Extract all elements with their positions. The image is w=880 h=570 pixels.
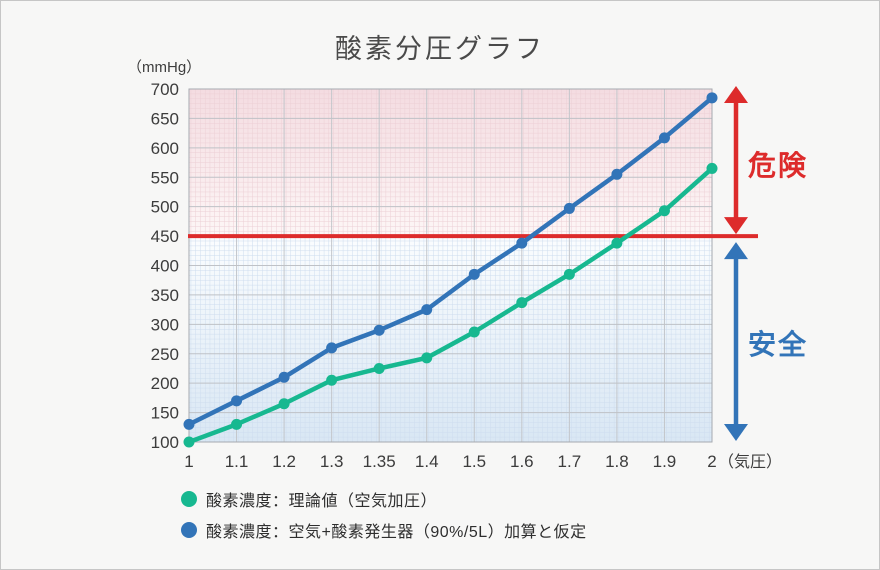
zone-minor-grid [189,89,712,237]
legend-item-label: 酸素濃度：理論値（空気加圧） [206,493,438,510]
data-point [373,362,385,374]
y-axis-unit-label: （mmHg） [127,59,202,76]
y-tick-label: 100 [151,433,179,452]
y-tick-label: 350 [151,286,179,305]
x-axis-unit-label: （気圧） [718,453,782,471]
y-tick-label: 300 [151,315,179,334]
data-point [516,297,528,309]
data-point [373,324,385,336]
data-point [563,202,575,214]
data-point [278,398,290,410]
safe-arrow-head-up [724,242,748,260]
y-tick-label: 600 [151,139,179,158]
data-point [468,326,480,338]
legend-item-theoretical: 酸素濃度：理論値（空気加圧） [181,487,587,511]
x-tick-label: 2 [707,452,716,471]
legend-dot-icon [181,522,197,538]
x-tick-label: 1 [184,452,193,471]
x-tick-label: 1.6 [510,452,534,471]
y-tick-label: 700 [151,80,179,99]
data-point [183,418,195,430]
data-point [421,304,433,316]
y-tick-label: 500 [151,198,179,217]
legend-item-oxygen-generator: 酸素濃度：空気+酸素発生器（90%/5L）加算と仮定 [181,518,587,542]
data-point [468,268,480,280]
page-title: 酸素分圧グラフ [335,34,545,65]
data-point [611,237,623,249]
data-point [278,371,290,383]
danger-zone-label: 危険 [748,150,809,181]
data-point [611,168,623,180]
data-point [516,237,528,249]
y-tick-label: 450 [151,227,179,246]
x-tick-label: 1.2 [272,452,296,471]
data-point [658,132,670,144]
y-tick-label: 650 [151,109,179,128]
legend-item-label: 酸素濃度：空気+酸素発生器（90%/5L）加算と仮定 [206,524,587,541]
x-tick-label: 1.9 [653,452,677,471]
legend-dot-icon [181,491,197,507]
chart-legend: 酸素濃度：理論値（空気加圧） 酸素濃度：空気+酸素発生器（90%/5L）加算と仮… [181,487,587,542]
y-tick-label: 200 [151,374,179,393]
danger-arrow-head-up [724,86,748,103]
x-tick-label: 1.5 [462,452,486,471]
x-tick-label: 1.7 [558,452,582,471]
plot-border [188,88,713,443]
data-point [658,205,670,217]
y-tick-label: 150 [151,404,179,423]
y-tick-label: 400 [151,257,179,276]
x-tick-label: 1.1 [225,452,249,471]
data-point [421,352,433,364]
data-point [183,436,195,448]
data-point [706,92,718,104]
x-tick-label: 1.4 [415,452,439,471]
data-point [231,418,243,430]
x-tick-label: 1.8 [605,452,629,471]
data-point [326,374,338,386]
data-point [326,342,338,354]
data-point [563,268,575,280]
y-tick-label: 550 [151,168,179,187]
safe-arrow-head-down [724,424,748,441]
danger-arrow-head-down [724,217,748,235]
data-point [231,395,243,407]
y-tick-label: 250 [151,345,179,364]
safe-zone-label: 安全 [748,329,809,360]
data-point [706,162,718,174]
x-tick-label: 1.3 [320,452,344,471]
x-tick-label: 1.35 [363,452,396,471]
series-line-0 [186,166,715,445]
series-line-1 [186,95,715,427]
